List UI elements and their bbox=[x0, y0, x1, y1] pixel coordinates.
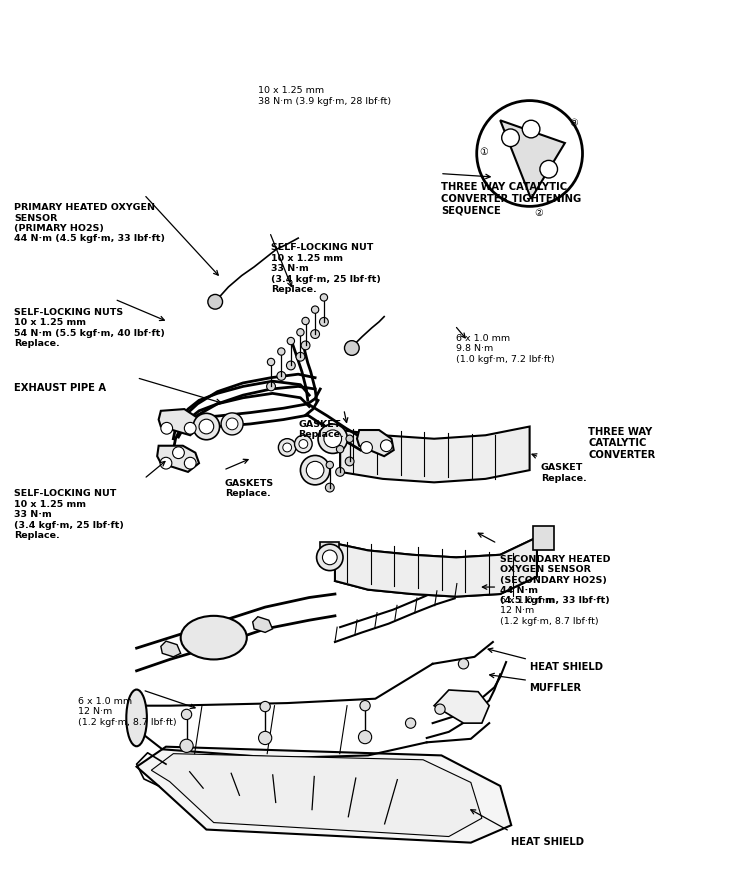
Circle shape bbox=[258, 732, 272, 745]
Polygon shape bbox=[434, 690, 489, 723]
Circle shape bbox=[346, 435, 353, 442]
Polygon shape bbox=[500, 121, 565, 199]
Circle shape bbox=[302, 317, 309, 324]
Text: GASKETS
Replace.: GASKETS Replace. bbox=[224, 479, 274, 498]
Polygon shape bbox=[159, 409, 199, 435]
Circle shape bbox=[326, 461, 333, 468]
Text: GASKET
Replace.: GASKET Replace. bbox=[298, 420, 344, 439]
Circle shape bbox=[300, 455, 330, 485]
Text: THREE WAY CATALYTIC
CONVERTER TIGHTENING
SEQUENCE: THREE WAY CATALYTIC CONVERTER TIGHTENING… bbox=[442, 183, 581, 216]
Circle shape bbox=[193, 413, 219, 440]
Polygon shape bbox=[340, 427, 530, 482]
Circle shape bbox=[267, 358, 275, 365]
Text: 6 x 1.0 mm
12 N·m
(1.2 kgf·m, 8.7 lbf·ft): 6 x 1.0 mm 12 N·m (1.2 kgf·m, 8.7 lbf·ft… bbox=[500, 596, 599, 626]
Text: EXHAUST PIPE A: EXHAUST PIPE A bbox=[14, 383, 106, 393]
Text: HEAT SHIELD: HEAT SHIELD bbox=[512, 836, 584, 847]
Text: SELF-LOCKING NUT
10 x 1.25 mm
33 N·m
(3.4 kgf·m, 25 lbf·ft)
Replace.: SELF-LOCKING NUT 10 x 1.25 mm 33 N·m (3.… bbox=[271, 243, 381, 294]
Circle shape bbox=[299, 440, 308, 448]
Polygon shape bbox=[534, 526, 554, 551]
Circle shape bbox=[322, 550, 337, 565]
Circle shape bbox=[296, 352, 305, 361]
Circle shape bbox=[287, 337, 294, 344]
Circle shape bbox=[173, 447, 184, 459]
Circle shape bbox=[226, 418, 238, 430]
Circle shape bbox=[208, 295, 222, 309]
Circle shape bbox=[477, 101, 582, 206]
Circle shape bbox=[301, 341, 310, 350]
Circle shape bbox=[336, 446, 344, 453]
Circle shape bbox=[318, 424, 347, 454]
Polygon shape bbox=[158, 446, 199, 472]
Circle shape bbox=[540, 160, 558, 178]
Text: MUFFLER: MUFFLER bbox=[530, 683, 581, 693]
Circle shape bbox=[336, 468, 344, 476]
Circle shape bbox=[358, 731, 372, 744]
Circle shape bbox=[502, 129, 520, 147]
Circle shape bbox=[283, 443, 291, 452]
Circle shape bbox=[266, 382, 275, 391]
Text: ②: ② bbox=[534, 208, 543, 218]
Circle shape bbox=[319, 317, 328, 326]
Text: SECONDARY HEATED
OXYGEN SENSOR
(SECONDARY HO2S)
44 N·m
(4.5 kgf·m, 33 lbf·ft): SECONDARY HEATED OXYGEN SENSOR (SECONDAR… bbox=[500, 555, 611, 606]
Circle shape bbox=[523, 121, 540, 138]
Circle shape bbox=[199, 420, 213, 434]
Text: ③: ③ bbox=[570, 118, 578, 128]
Circle shape bbox=[344, 341, 359, 356]
Text: 10 x 1.25 mm
38 N·m (3.9 kgf·m, 28 lbf·ft): 10 x 1.25 mm 38 N·m (3.9 kgf·m, 28 lbf·f… bbox=[258, 87, 391, 106]
Circle shape bbox=[435, 704, 445, 714]
Polygon shape bbox=[152, 753, 482, 836]
Circle shape bbox=[221, 413, 243, 435]
Polygon shape bbox=[320, 542, 339, 566]
Circle shape bbox=[277, 371, 286, 380]
Text: 6 x 1.0 mm
12 N·m
(1.2 kgf·m, 8.7 lbf·ft): 6 x 1.0 mm 12 N·m (1.2 kgf·m, 8.7 lbf·ft… bbox=[78, 697, 177, 727]
Circle shape bbox=[311, 329, 319, 338]
Text: GASKET
Replace.: GASKET Replace. bbox=[541, 463, 587, 482]
Text: HEAT SHIELD: HEAT SHIELD bbox=[530, 662, 603, 672]
Ellipse shape bbox=[127, 690, 147, 746]
Circle shape bbox=[306, 461, 324, 479]
Polygon shape bbox=[335, 538, 537, 597]
Circle shape bbox=[278, 439, 296, 456]
Circle shape bbox=[294, 435, 312, 453]
Circle shape bbox=[320, 294, 328, 302]
Circle shape bbox=[381, 440, 392, 452]
Circle shape bbox=[324, 430, 342, 447]
Text: PRIMARY HEATED OXYGEN
SENSOR
(PRIMARY HO2S)
44 N·m (4.5 kgf·m, 33 lbf·ft): PRIMARY HEATED OXYGEN SENSOR (PRIMARY HO… bbox=[14, 204, 165, 244]
Circle shape bbox=[406, 718, 416, 728]
Text: 6 x 1.0 mm
9.8 N·m
(1.0 kgf·m, 7.2 lbf·ft): 6 x 1.0 mm 9.8 N·m (1.0 kgf·m, 7.2 lbf·f… bbox=[456, 334, 555, 364]
Circle shape bbox=[360, 701, 370, 711]
Circle shape bbox=[277, 348, 285, 355]
Polygon shape bbox=[252, 617, 272, 633]
Polygon shape bbox=[137, 746, 512, 843]
Ellipse shape bbox=[180, 616, 247, 660]
Text: SELF-LOCKING NUTS
10 x 1.25 mm
54 N·m (5.5 kgf·m, 40 lbf·ft)
Replace.: SELF-LOCKING NUTS 10 x 1.25 mm 54 N·m (5… bbox=[14, 308, 165, 348]
Circle shape bbox=[325, 483, 334, 492]
Circle shape bbox=[459, 659, 469, 669]
Polygon shape bbox=[357, 430, 394, 456]
Polygon shape bbox=[161, 642, 180, 657]
Circle shape bbox=[181, 710, 191, 719]
Circle shape bbox=[316, 545, 343, 571]
Circle shape bbox=[184, 457, 196, 469]
Circle shape bbox=[345, 457, 354, 466]
Circle shape bbox=[160, 457, 172, 469]
Text: THREE WAY
CATALYTIC
CONVERTER: THREE WAY CATALYTIC CONVERTER bbox=[588, 427, 656, 460]
Circle shape bbox=[361, 441, 372, 454]
Circle shape bbox=[260, 702, 270, 711]
Circle shape bbox=[180, 739, 193, 753]
Circle shape bbox=[184, 422, 196, 434]
Circle shape bbox=[297, 329, 304, 336]
Text: ①: ① bbox=[480, 147, 489, 156]
Text: SELF-LOCKING NUT
10 x 1.25 mm
33 N·m
(3.4 kgf·m, 25 lbf·ft)
Replace.: SELF-LOCKING NUT 10 x 1.25 mm 33 N·m (3.… bbox=[14, 489, 124, 540]
Circle shape bbox=[311, 306, 319, 313]
Circle shape bbox=[161, 422, 173, 434]
Circle shape bbox=[286, 361, 295, 370]
